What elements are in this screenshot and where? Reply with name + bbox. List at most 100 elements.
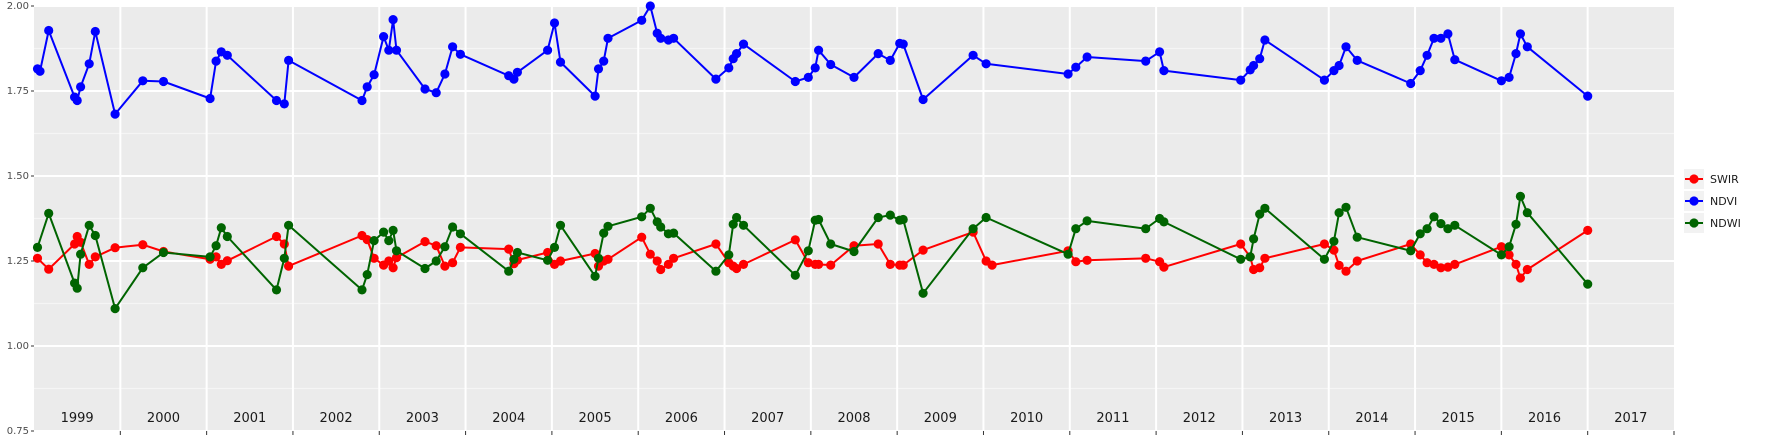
- ndwi-point: [637, 212, 647, 222]
- ndvi-point: [918, 94, 928, 105]
- ndvi-point: [379, 31, 389, 42]
- swir-point: [388, 263, 398, 273]
- swir-point: [1236, 239, 1246, 249]
- swir-point: [271, 231, 282, 242]
- ndwi-point: [885, 210, 895, 220]
- swir-point: [1071, 257, 1081, 267]
- ndvi-point: [35, 66, 45, 76]
- ndwi-point: [1511, 219, 1521, 229]
- ndvi-point: [1504, 72, 1514, 82]
- ndvi-point: [1341, 42, 1351, 52]
- swir-point: [284, 261, 294, 271]
- ndwi-point: [1436, 219, 1446, 229]
- swir-point: [1515, 273, 1525, 283]
- ndvi-point: [72, 95, 82, 106]
- ndwi-point: [1415, 229, 1425, 239]
- ndwi-point: [711, 266, 721, 276]
- ndvi-point: [849, 72, 859, 82]
- swir-point: [1334, 260, 1344, 270]
- ndvi-point: [362, 82, 372, 92]
- ndwi-point: [1141, 224, 1151, 234]
- swir-point: [110, 243, 120, 253]
- ndwi-point: [284, 220, 294, 230]
- swir-point: [987, 260, 997, 270]
- legend-marker-ndvi: [1689, 196, 1699, 206]
- ndvi-point: [1319, 75, 1329, 85]
- swir-point: [362, 235, 372, 245]
- y-tick-label: 1.75: [7, 86, 29, 97]
- ndvi-point: [645, 1, 655, 11]
- ndwi-point: [431, 256, 441, 266]
- ndvi-point: [357, 95, 367, 106]
- ndwi-point: [669, 228, 679, 238]
- swir-point: [420, 237, 430, 247]
- ndvi-point: [1429, 33, 1439, 43]
- legend-label-ndwi: NDWI: [1710, 217, 1741, 230]
- ndvi-point: [1159, 66, 1169, 76]
- ndwi-point: [1260, 203, 1270, 213]
- year-label: 2003: [406, 411, 439, 426]
- swir-point: [656, 264, 666, 275]
- ndvi-point: [84, 59, 94, 69]
- ndwi-point: [790, 270, 800, 280]
- ndwi-point: [455, 229, 465, 239]
- swir-point: [448, 258, 458, 268]
- ndwi-point: [1406, 246, 1416, 256]
- ndwi-point: [1443, 224, 1453, 234]
- ndvi-point: [391, 45, 402, 55]
- ndvi-point: [543, 45, 553, 55]
- ndvi-point: [222, 50, 232, 60]
- ndwi-point: [158, 247, 169, 258]
- ndwi-point: [84, 220, 94, 230]
- ndwi-point: [440, 242, 450, 252]
- ndwi-point: [1496, 250, 1506, 260]
- ndvi-point: [271, 95, 282, 106]
- ndwi-point: [1422, 224, 1432, 234]
- swir-point: [1260, 253, 1270, 263]
- ndvi-point: [455, 49, 465, 59]
- ndvi-point: [1260, 35, 1270, 45]
- ndwi-point: [448, 222, 458, 232]
- swir-point: [898, 260, 908, 270]
- ndwi-point: [738, 220, 749, 230]
- ndwi-point: [981, 212, 991, 223]
- swir-point: [652, 256, 662, 266]
- ndvi-point: [211, 56, 221, 66]
- ndwi-point: [968, 224, 978, 234]
- swir-point: [645, 249, 655, 259]
- ndvi-point: [388, 15, 398, 25]
- ndvi-point: [1063, 69, 1073, 79]
- ndwi-point: [1504, 242, 1514, 252]
- swir-point: [138, 240, 148, 250]
- ndvi-point: [1352, 55, 1362, 65]
- ndwi-point: [216, 223, 226, 233]
- ndwi-point: [898, 214, 908, 225]
- ndwi-point: [76, 249, 86, 259]
- ndvi-point: [968, 50, 978, 60]
- swir-point: [1082, 255, 1092, 265]
- ndwi-point: [1249, 234, 1259, 244]
- year-label: 1999: [61, 411, 94, 426]
- ndvi-point: [205, 93, 215, 104]
- y-tick-label: 1.00: [7, 341, 29, 352]
- ndwi-point: [1063, 249, 1073, 259]
- ndwi-point: [555, 220, 566, 230]
- ndvi-point: [90, 26, 100, 37]
- ndwi-point: [918, 288, 928, 298]
- ndwi-point: [357, 285, 367, 295]
- legend: SWIR NDVI NDWI: [1684, 169, 1741, 233]
- y-tick-label: 0.75: [7, 426, 29, 437]
- swir-point: [814, 259, 824, 269]
- ndwi-point: [369, 236, 379, 246]
- swir-point: [1319, 239, 1329, 249]
- swir-point: [1450, 259, 1460, 269]
- ndvi-point: [1071, 62, 1081, 72]
- ndvi-point: [738, 39, 749, 49]
- ndwi-point: [509, 254, 519, 264]
- ndwi-point: [1071, 224, 1081, 234]
- swir-point: [885, 259, 895, 269]
- ndvi-point: [724, 63, 734, 73]
- ndwi-point: [384, 236, 394, 246]
- swir-point: [1341, 266, 1351, 276]
